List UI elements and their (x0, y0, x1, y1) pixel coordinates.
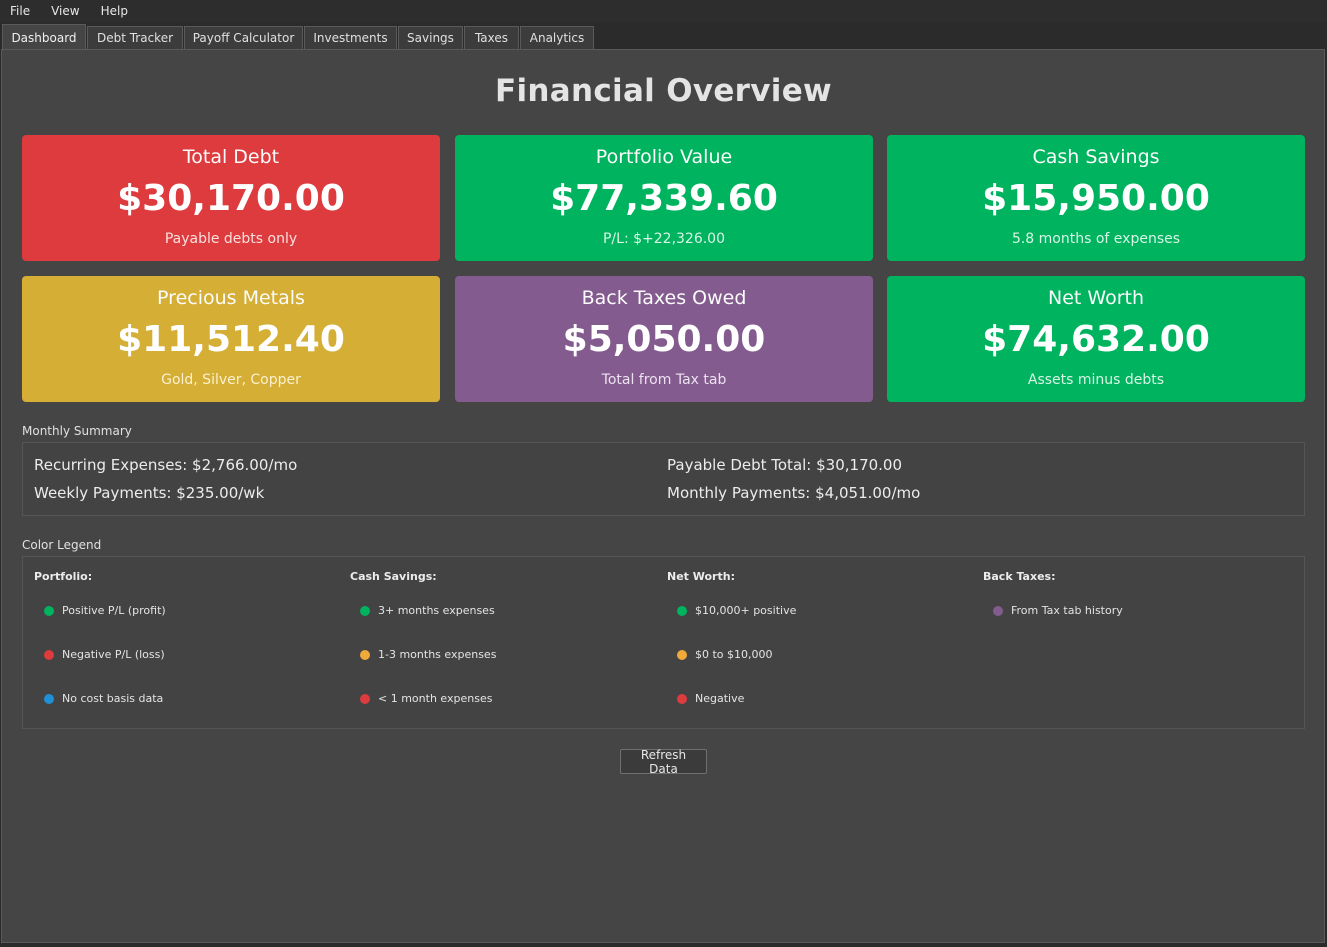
red-dot-icon (44, 649, 54, 660)
legend-item: $0 to $10,000 (677, 648, 773, 661)
red-dot-icon (677, 693, 687, 704)
page-title: Financial Overview (495, 73, 832, 109)
card-title: Total Debt (182, 146, 280, 168)
card-value: $74,632.00 (982, 319, 1210, 360)
card-value: $11,512.40 (117, 319, 345, 360)
orange-dot-icon (360, 649, 370, 660)
purple-dot-icon (993, 605, 1003, 616)
card-subtitle: Assets minus debts (1027, 372, 1165, 388)
legend-head-portfolio: Portfolio: (34, 570, 93, 583)
legend-item: 3+ months expenses (360, 604, 495, 617)
weekly-payments: Weekly Payments: $235.00/wk (34, 484, 265, 502)
color-legend-label: Color Legend (22, 538, 102, 552)
menu-help[interactable]: Help (100, 4, 128, 18)
legend-item-label: Positive P/L (profit) (62, 604, 166, 617)
menu-file[interactable]: File (10, 4, 31, 18)
card-title: Cash Savings (1032, 146, 1160, 168)
tab-payoff-calculator[interactable]: Payoff Calculator (184, 26, 303, 49)
card-value: $77,339.60 (550, 178, 778, 219)
tab-analytics[interactable]: Analytics (520, 26, 594, 49)
color-legend-box: Portfolio: Positive P/L (profit) Negativ… (22, 556, 1305, 729)
card-subtitle: Total from Tax tab (601, 372, 727, 388)
precious-metals-card: Precious Metals $11,512.40 Gold, Silver,… (22, 276, 440, 402)
card-subtitle: 5.8 months of expenses (1011, 231, 1181, 247)
card-subtitle: P/L: $+22,326.00 (602, 231, 725, 247)
menu-bar: File View Help (0, 0, 1327, 22)
legend-item-label: 3+ months expenses (378, 604, 495, 617)
legend-item: 1-3 months expenses (360, 648, 496, 661)
legend-item-label: No cost basis data (62, 692, 164, 705)
card-title: Portfolio Value (595, 146, 733, 168)
legend-item-label: $10,000+ positive (695, 604, 797, 617)
card-value: $5,050.00 (562, 319, 766, 360)
orange-dot-icon (677, 649, 687, 660)
card-value: $30,170.00 (117, 178, 345, 219)
total-debt-card: Total Debt $30,170.00 Payable debts only (22, 135, 440, 261)
card-title: Precious Metals (157, 287, 305, 309)
card-title: Net Worth (1048, 287, 1144, 309)
legend-item: Positive P/L (profit) (44, 604, 166, 617)
legend-item: Negative P/L (loss) (44, 648, 165, 661)
tab-taxes[interactable]: Taxes (464, 26, 519, 49)
red-dot-icon (360, 693, 370, 704)
legend-head-net-worth: Net Worth: (667, 570, 735, 583)
monthly-payments: Monthly Payments: $4,051.00/mo (667, 484, 921, 502)
legend-item-label: From Tax tab history (1011, 604, 1123, 617)
legend-head-back-taxes: Back Taxes: (983, 570, 1056, 583)
legend-head-cash-savings: Cash Savings: (350, 570, 437, 583)
tab-debt-tracker[interactable]: Debt Tracker (87, 26, 183, 49)
refresh-data-button[interactable]: Refresh Data (620, 748, 707, 776)
legend-item: < 1 month expenses (360, 692, 492, 705)
monthly-summary-label: Monthly Summary (22, 424, 132, 438)
legend-item: Negative (677, 692, 744, 705)
card-subtitle: Gold, Silver, Copper (161, 372, 301, 388)
legend-item-label: Negative P/L (loss) (62, 648, 165, 661)
tab-investments[interactable]: Investments (304, 26, 397, 49)
menu-view[interactable]: View (51, 4, 80, 18)
monthly-summary-box: Recurring Expenses: $2,766.00/mo Weekly … (22, 442, 1305, 516)
tab-dashboard[interactable]: Dashboard (2, 24, 86, 50)
cash-savings-card: Cash Savings $15,950.00 5.8 months of ex… (887, 135, 1305, 261)
green-dot-icon (360, 605, 370, 616)
tab-savings[interactable]: Savings (398, 26, 463, 49)
blue-dot-icon (44, 693, 54, 704)
green-dot-icon (677, 605, 687, 616)
tab-bar: Dashboard Debt Tracker Payoff Calculator… (0, 22, 1327, 50)
legend-item-label: Negative (695, 692, 745, 705)
legend-item: From Tax tab history (993, 604, 1123, 617)
legend-item: $10,000+ positive (677, 604, 796, 617)
legend-item-label: $0 to $10,000 (695, 648, 773, 661)
portfolio-value-card: Portfolio Value $77,339.60 P/L: $+22,326… (455, 135, 873, 261)
recurring-expenses: Recurring Expenses: $2,766.00/mo (34, 456, 298, 474)
green-dot-icon (44, 605, 54, 616)
legend-item: No cost basis data (44, 692, 163, 705)
legend-item-label: 1-3 months expenses (378, 648, 497, 661)
legend-item-label: < 1 month expenses (378, 692, 493, 705)
payable-debt-total: Payable Debt Total: $30,170.00 (667, 456, 903, 474)
card-title: Back Taxes Owed (581, 287, 747, 309)
net-worth-card: Net Worth $74,632.00 Assets minus debts (887, 276, 1305, 402)
card-value: $15,950.00 (982, 178, 1210, 219)
card-subtitle: Payable debts only (164, 231, 298, 247)
back-taxes-card: Back Taxes Owed $5,050.00 Total from Tax… (455, 276, 873, 402)
